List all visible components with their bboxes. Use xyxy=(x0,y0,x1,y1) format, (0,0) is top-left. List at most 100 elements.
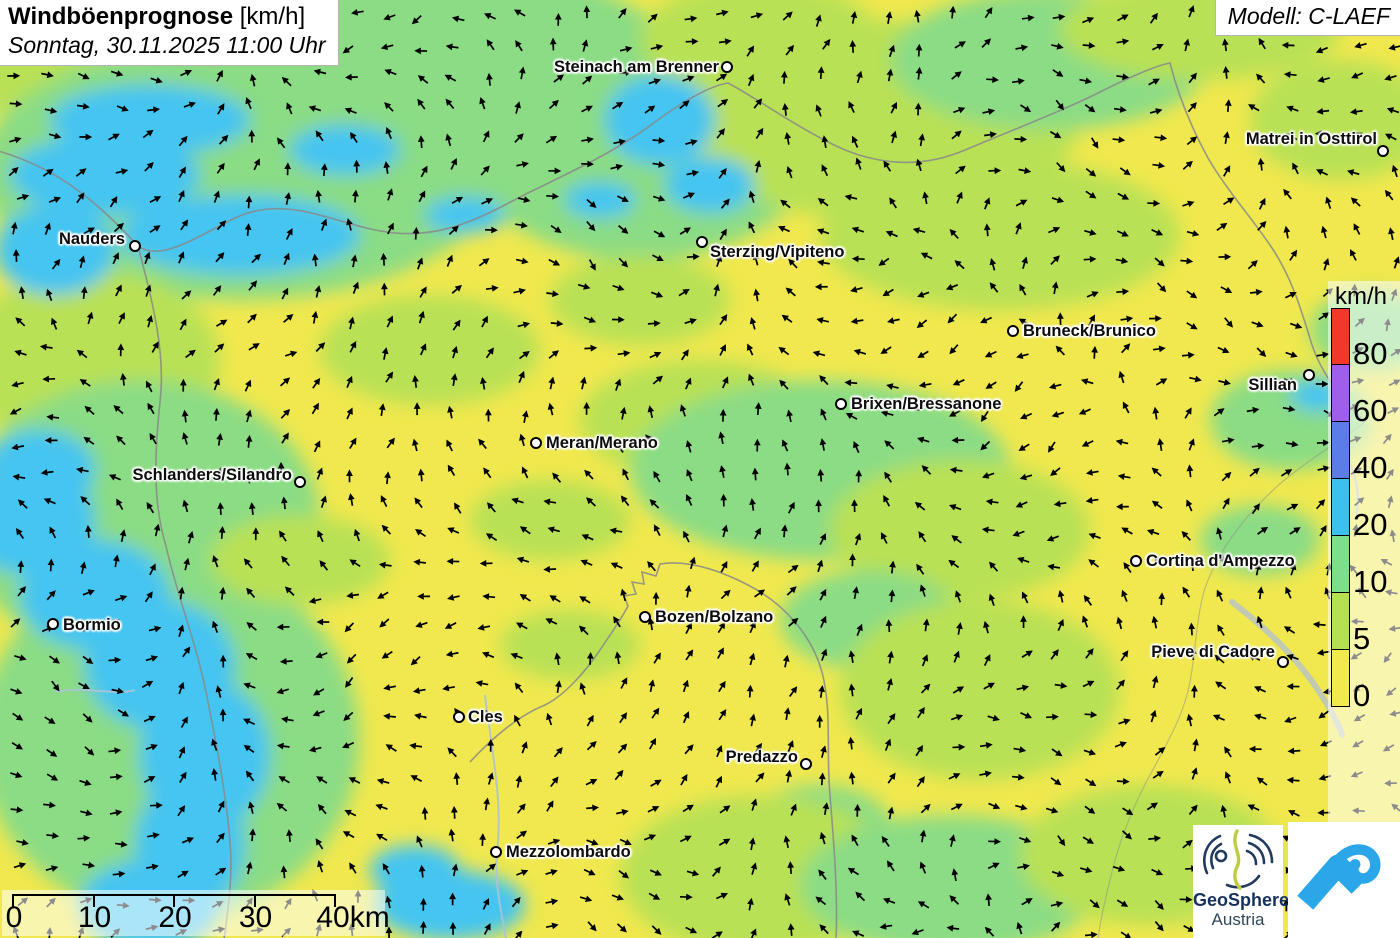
wind-arrow xyxy=(147,192,164,207)
wind-arrow xyxy=(682,315,699,328)
wind-arrow xyxy=(1050,867,1067,881)
wind-arrow xyxy=(980,195,994,212)
wind-arrow xyxy=(245,799,258,816)
model-box: Modell: C-LAEF xyxy=(1214,0,1400,36)
wind-arrow xyxy=(214,431,225,447)
wind-arrow xyxy=(611,136,628,148)
wind-arrow xyxy=(411,685,427,696)
wind-arrow xyxy=(8,220,20,236)
wind-arrow xyxy=(883,676,896,693)
wind-arrow xyxy=(378,521,394,538)
city-marker xyxy=(530,437,542,449)
wind-arrow xyxy=(112,432,129,448)
wind-arrow xyxy=(1285,682,1301,691)
wind-arrow xyxy=(479,464,495,481)
wind-arrow xyxy=(78,132,94,142)
wind-arrow xyxy=(381,682,398,693)
wind-arrow xyxy=(508,649,525,663)
wind-arrow xyxy=(1118,523,1135,538)
wind-arrow xyxy=(948,799,966,814)
wind-arrow xyxy=(1182,497,1196,514)
wind-arrow xyxy=(617,586,630,603)
wind-arrow xyxy=(751,287,762,303)
wind-arrow xyxy=(1055,588,1067,605)
wind-arrow xyxy=(814,866,830,883)
wind-arrow xyxy=(314,858,327,875)
wind-arrow xyxy=(80,586,98,599)
wind-arrow xyxy=(947,4,958,20)
wind-arrow xyxy=(1052,97,1068,114)
wind-arrow xyxy=(911,498,928,514)
wind-arrow xyxy=(412,557,428,568)
wind-arrow xyxy=(648,775,665,790)
wind-arrow xyxy=(614,920,631,936)
wind-arrow xyxy=(878,833,893,850)
wind-arrow xyxy=(1114,10,1132,25)
wind-arrow xyxy=(1017,165,1033,177)
wind-arrow xyxy=(1349,220,1364,237)
wind-arrow xyxy=(514,553,531,567)
wind-arrow xyxy=(446,222,462,238)
wind-arrow xyxy=(349,7,366,18)
wind-arrow xyxy=(1018,589,1032,606)
wind-arrow xyxy=(111,282,126,299)
wind-arrow xyxy=(416,341,430,358)
wind-arrow xyxy=(576,680,589,697)
wind-arrow xyxy=(247,500,258,517)
wind-arrow xyxy=(1210,711,1227,725)
wind-arrow xyxy=(346,129,361,146)
wind-arrow xyxy=(915,897,932,912)
wind-arrow xyxy=(849,315,865,327)
wind-arrow xyxy=(273,134,289,151)
wind-arrow xyxy=(484,283,500,294)
wind-arrow xyxy=(483,499,499,516)
wind-arrow xyxy=(514,158,531,170)
wind-arrow xyxy=(986,799,1003,813)
wind-arrow xyxy=(141,588,157,605)
wind-arrow xyxy=(346,434,361,452)
wind-arrow xyxy=(1185,463,1195,479)
wind-arrow xyxy=(1146,9,1162,27)
wind-arrow xyxy=(416,283,431,301)
wind-arrow xyxy=(378,647,396,663)
wind-arrow xyxy=(581,865,598,880)
wind-arrow xyxy=(479,194,496,208)
wind-arrow xyxy=(248,250,265,266)
wind-arrow xyxy=(1245,100,1262,115)
wind-arrow xyxy=(247,128,257,144)
wind-arrow xyxy=(1015,682,1031,694)
wind-arrow xyxy=(1345,166,1362,179)
wind-arrow xyxy=(42,713,59,728)
wind-arrow xyxy=(717,801,734,817)
wind-arrow xyxy=(884,67,896,83)
wind-arrow xyxy=(1017,471,1034,483)
wind-arrow xyxy=(1149,40,1167,54)
wind-arrow xyxy=(478,375,489,391)
wind-arrow xyxy=(1082,802,1099,818)
wind-arrow xyxy=(241,377,255,394)
wind-arrow xyxy=(543,866,560,879)
wind-arrow xyxy=(214,798,229,815)
wind-arrow xyxy=(945,556,962,572)
wind-arrow xyxy=(474,678,490,689)
wind-arrow xyxy=(350,188,361,204)
wind-arrow xyxy=(777,196,794,212)
legend-tick-label: 0 xyxy=(1353,678,1371,713)
wind-arrow xyxy=(944,310,960,327)
wind-arrow xyxy=(814,282,829,292)
wind-arrow xyxy=(140,126,157,142)
wind-arrow xyxy=(149,800,164,810)
wind-arrow xyxy=(209,766,220,783)
wind-arrow xyxy=(1112,104,1129,115)
wind-arrow xyxy=(582,401,591,416)
wind-arrow xyxy=(986,279,1002,296)
wind-arrow xyxy=(1220,37,1231,53)
wind-arrow xyxy=(914,65,924,81)
wind-arrow xyxy=(1284,438,1301,450)
wind-arrow xyxy=(449,862,461,878)
wind-arrow xyxy=(916,582,930,599)
wind-arrow xyxy=(245,277,261,294)
wind-arrow xyxy=(76,253,88,270)
legend-tick-label: 20 xyxy=(1353,507,1388,542)
